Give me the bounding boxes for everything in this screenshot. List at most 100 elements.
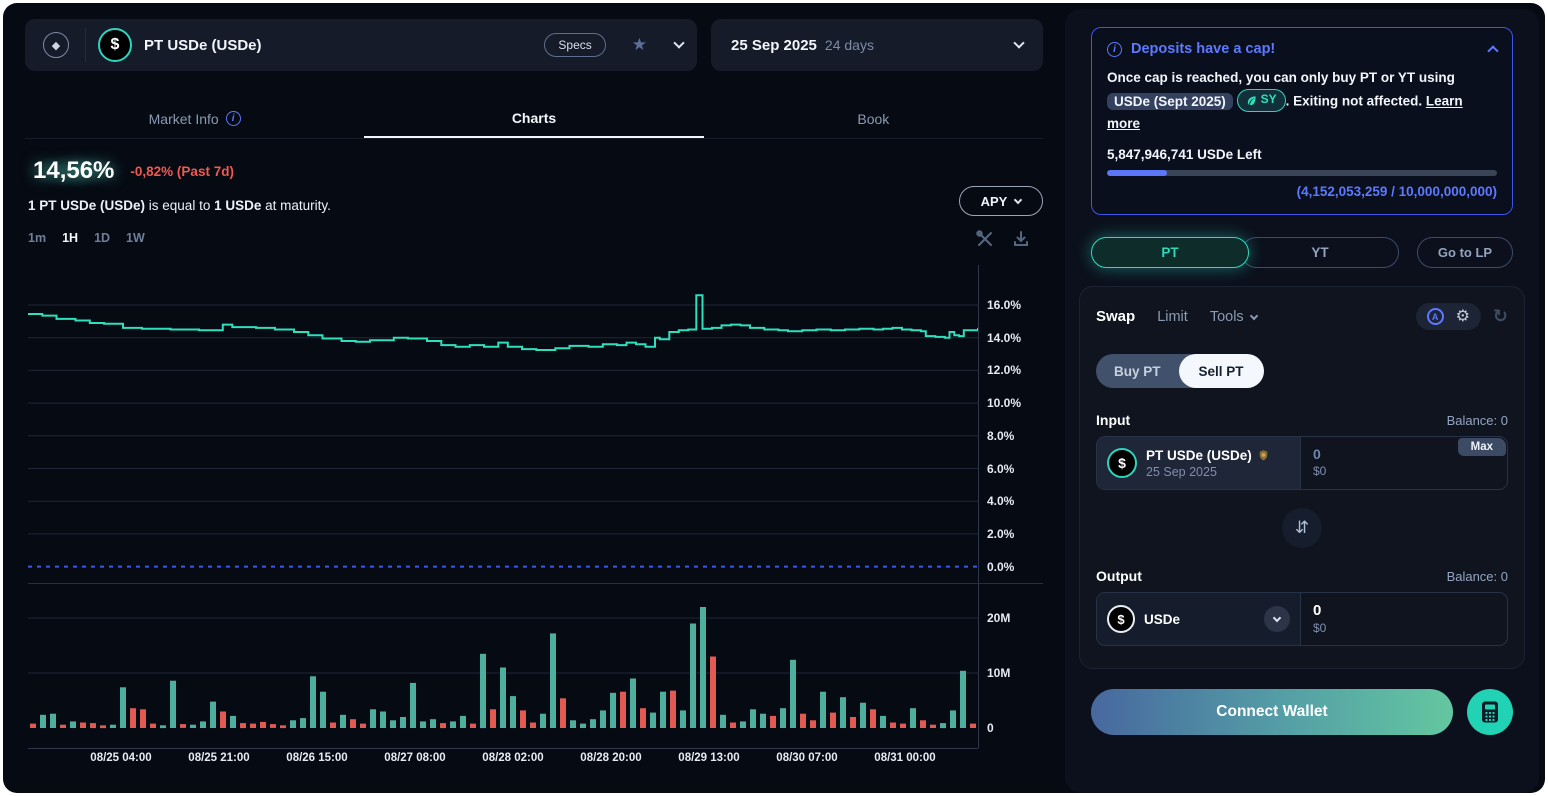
y-axis-tick: 2.0% (987, 527, 1015, 541)
max-button[interactable]: Max (1457, 438, 1506, 457)
cap-fraction: (4,152,053,259 / 10,000,000,000) (1296, 184, 1497, 200)
metric-chevron-down-icon (1014, 195, 1023, 204)
cap-progress-track (1107, 170, 1497, 177)
timeframe-1d[interactable]: 1D (94, 231, 111, 245)
output-token-icon: $ (1107, 605, 1135, 634)
tab-book-label: Book (857, 110, 890, 127)
y-axis-tick: 10.0% (987, 396, 1022, 410)
header-divider (85, 28, 86, 62)
input-usd-value: $0 (1313, 464, 1327, 479)
tab-book[interactable]: Book (704, 99, 1043, 138)
refresh-icon[interactable]: ↻ (1492, 306, 1508, 327)
y-axis-tick: 4.0% (987, 494, 1015, 508)
tab-tools[interactable]: Tools (1209, 308, 1258, 325)
tab-charts[interactable]: Charts (364, 99, 704, 138)
learn-more-link[interactable]: Learn more (1107, 93, 1463, 131)
swap-card-tabs: Swap Limit Tools A ⚙ ↻ (1096, 303, 1508, 331)
input-token-name: PT USDe (USDe) (1146, 447, 1252, 463)
market-chevron-down-icon[interactable] (673, 37, 685, 49)
timeframe-1w[interactable]: 1W (126, 231, 145, 245)
buy-pt-option[interactable]: Buy PT (1114, 363, 1161, 379)
apy-change-7d: -0,82% (Past 7d) (130, 163, 234, 179)
x-axis-tick: 08/27 08:00 (384, 752, 446, 764)
maturity-desc-token: 1 PT USDe (USDe) (28, 198, 146, 213)
swap-direction-button[interactable]: ⇵ (1282, 508, 1322, 549)
maturity-desc-tail: at maturity. (261, 198, 331, 213)
gear-icon[interactable]: ⚙ (1455, 307, 1470, 325)
app-root: ◆ $ PT USDe (USDe) Specs ★ 25 Sep 2025 2… (3, 3, 1545, 793)
input-label: Input (1096, 412, 1131, 429)
tab-limit[interactable]: Limit (1157, 308, 1188, 325)
chart-x-axis-labels: 08/25 04:00 08/25 21:00 08/26 15:00 08/27 0… (28, 752, 978, 768)
output-box: $ USDe 0 $0 (1096, 592, 1508, 647)
go-to-lp-button[interactable]: Go to LP (1417, 237, 1513, 269)
swap-card: Swap Limit Tools A ⚙ ↻ Buy PT Sell PT (1079, 286, 1525, 670)
input-token-selector[interactable]: $ PT USDe (USDe) 25 Sep 2025 (1097, 437, 1301, 490)
swap-footer: Connect Wallet (1091, 689, 1513, 736)
cap-info-icon: i (1107, 41, 1122, 57)
maturity-days-left: 24 days (824, 37, 874, 53)
pt-usde-token-icon: $ (98, 28, 132, 62)
chart-y-axis-labels: 16.0% 14.0% 12.0% 10.0% 8.0% 6.0% 4.0% 2.0% 0.0%… (987, 265, 1043, 748)
market-header-card[interactable]: ◆ $ PT USDe (USDe) Specs ★ (25, 19, 697, 71)
output-balance: Balance: 0 (1446, 568, 1508, 584)
maturity-date: 25 Sep 2025 (731, 36, 817, 54)
tab-swap[interactable]: Swap (1096, 308, 1136, 326)
timeframe-1h[interactable]: 1H (62, 231, 79, 245)
output-token-selector[interactable]: $ USDe (1097, 593, 1301, 646)
x-axis-tick: 08/30 07:00 (776, 752, 838, 764)
ethereum-icon: ◆ (43, 32, 69, 58)
output-label: Output (1096, 568, 1142, 585)
favorite-star-icon[interactable]: ★ (631, 35, 647, 54)
deposit-cap-notice: i Deposits have a cap! Once cap is reach… (1091, 27, 1513, 216)
swap-settings-group: A ⚙ (1415, 303, 1481, 331)
trade-sidebar: i Deposits have a cap! Once cap is reach… (1065, 9, 1539, 793)
input-amount[interactable]: 0 (1313, 446, 1321, 463)
timeframe-1m[interactable]: 1m (28, 231, 47, 245)
specs-button[interactable]: Specs (544, 33, 606, 57)
tab-charts-label: Charts (511, 109, 557, 126)
maturity-selector[interactable]: 25 Sep 2025 24 days (711, 19, 1043, 71)
calculator-icon (1482, 701, 1498, 723)
leaf-icon (1247, 96, 1256, 105)
tab-market-info[interactable]: Market Info i (25, 99, 364, 138)
apy-volume-chart[interactable] (28, 265, 978, 748)
cap-body-2: . Exiting not affected. (1285, 93, 1426, 109)
y-axis-tick: 8.0% (987, 429, 1015, 443)
maturity-desc-mid: is equal to (145, 198, 215, 213)
x-axis-tick: 08/28 02:00 (482, 752, 544, 764)
chart-icons (975, 229, 1031, 249)
input-token-date: 25 Sep 2025 (1146, 464, 1217, 479)
x-axis-tick: 08/31 00:00 (874, 752, 936, 764)
sy-badge: SY (1236, 89, 1286, 113)
maturity-description: 1 PT USDe (USDe) is equal to 1 USDe at m… (28, 198, 331, 213)
chart-y-axis-line (978, 265, 979, 748)
sell-pt-option[interactable]: Sell PT (1178, 354, 1264, 389)
cap-collapse-chevron-icon[interactable] (1487, 45, 1499, 57)
download-icon[interactable] (1011, 229, 1031, 249)
auto-mode-icon[interactable]: A (1426, 308, 1444, 326)
apy-value: 14,56% (25, 155, 123, 187)
cap-body-text: Once cap is reached, you can only buy PT… (1107, 67, 1497, 135)
connect-wallet-button[interactable]: Connect Wallet (1091, 689, 1453, 736)
tab-yt[interactable]: YT (1241, 237, 1399, 269)
metric-selector-button[interactable]: APY (959, 186, 1043, 216)
tab-tools-label: Tools (1209, 308, 1244, 325)
chart-tools-icon[interactable] (975, 229, 995, 249)
chart-x-axis-line (28, 748, 978, 749)
output-usd-value: $0 (1313, 621, 1327, 636)
main-tabs: Market Info i Charts Book (25, 99, 1043, 139)
input-balance: Balance: 0 (1446, 412, 1508, 428)
output-chevron-down-icon (1264, 606, 1290, 633)
maturity-desc-underlying: 1 USDe (214, 198, 262, 213)
cap-title: Deposits have a cap! (1131, 41, 1276, 57)
y-axis-tick: 0 (987, 721, 994, 735)
tab-pt[interactable]: PT (1091, 237, 1249, 269)
x-axis-tick: 08/28 20:00 (580, 752, 642, 764)
calculator-button[interactable] (1467, 689, 1513, 736)
token-type-tabs: PT YT Go to LP (1091, 237, 1513, 269)
verified-shield-icon (1259, 449, 1268, 461)
tab-market-info-label: Market Info (148, 110, 219, 127)
x-axis-tick: 08/29 13:00 (678, 752, 740, 764)
output-amount[interactable]: 0 (1313, 602, 1322, 620)
